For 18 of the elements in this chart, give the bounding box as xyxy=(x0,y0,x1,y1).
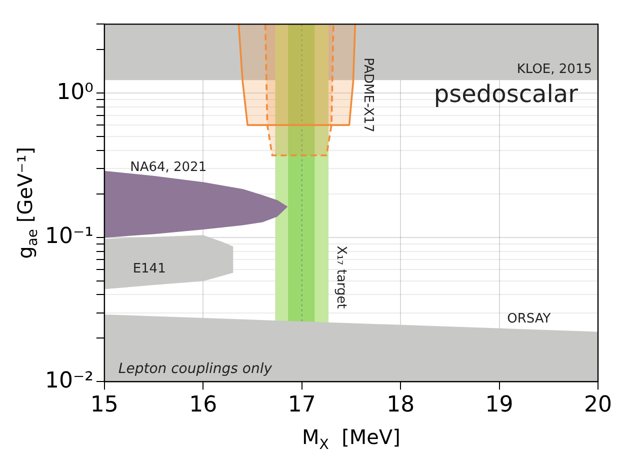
y-tick-label: 10⁰ xyxy=(56,80,94,105)
annotation: psedoscalar xyxy=(434,80,578,108)
series-label: ORSAY xyxy=(507,312,551,327)
x-tick-label: 15 xyxy=(90,392,118,418)
x-tick-label: 18 xyxy=(386,392,415,418)
x-tick-label: 20 xyxy=(584,392,612,418)
x-tick-label: 19 xyxy=(485,392,514,418)
band-label: X₁₇ target xyxy=(334,246,349,309)
x-tick-label: 16 xyxy=(189,392,218,418)
text: PADME-X17 xyxy=(360,58,376,132)
band-label: KLOE, 2015 xyxy=(516,62,592,77)
series-label: E141 xyxy=(132,262,166,277)
series-label: NA64, 2021 xyxy=(130,160,207,175)
y-axis-title: gae [GeV⁻¹] xyxy=(13,146,41,259)
y-tick-label: 10⁻² xyxy=(44,368,94,394)
annotation: Lepton couplings only xyxy=(118,361,273,378)
x-tick-label: 17 xyxy=(288,392,316,418)
y-tick-label: 10⁻¹ xyxy=(44,224,94,250)
